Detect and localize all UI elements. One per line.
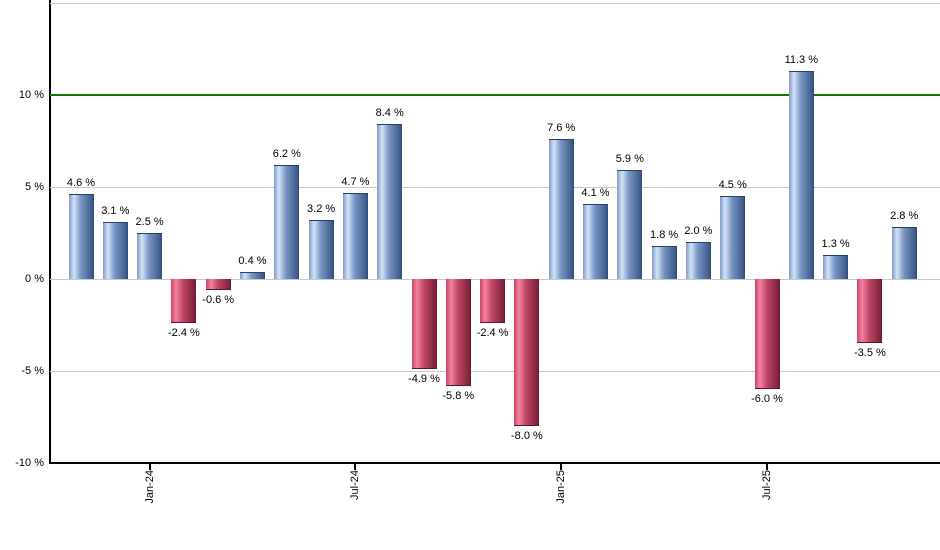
y-tick-label--10: -10 % <box>15 457 44 469</box>
bar-19 <box>685 242 711 279</box>
bar-17 <box>617 170 643 279</box>
x-tick-label: Jan-24 <box>143 470 156 504</box>
gridline--5pct <box>50 370 940 372</box>
y-tick-label--5: -5 % <box>21 365 44 377</box>
bar-value-label: -0.6 % <box>202 294 235 307</box>
bar-value-label: 4.5 % <box>718 179 747 192</box>
bar-14 <box>514 279 540 427</box>
bar-3 <box>137 233 163 279</box>
bar-value-label: 4.7 % <box>341 175 370 188</box>
bar-value-label: 1.3 % <box>821 238 850 251</box>
x-tick-label: Jan-25 <box>555 470 568 504</box>
bar-7 <box>274 164 300 279</box>
bar-25 <box>891 227 917 279</box>
bar-value-label: 2.8 % <box>890 210 919 223</box>
bar-value-label: -8.0 % <box>510 430 543 443</box>
bar-20 <box>720 196 746 279</box>
bar-23 <box>823 255 849 279</box>
bar-24 <box>857 279 883 344</box>
bar-5 <box>205 279 231 291</box>
gridline-5pct <box>50 186 940 188</box>
bar-value-label: -5.8 % <box>442 389 475 402</box>
x-tick-mark <box>148 464 151 470</box>
bar-value-label: 0.4 % <box>238 254 267 267</box>
bar-9 <box>342 192 368 279</box>
bar-13 <box>480 279 506 324</box>
bar-11 <box>411 279 437 370</box>
bar-6 <box>240 271 265 279</box>
bar-value-label: 2.0 % <box>684 225 713 238</box>
bar-15 <box>548 139 574 279</box>
bar-value-label: 2.5 % <box>135 216 164 228</box>
bar-value-label: 5.9 % <box>615 153 644 166</box>
bar-value-label: -6.0 % <box>751 393 783 406</box>
bar-value-label: -2.4 % <box>476 327 509 340</box>
y-tick-label-0: 0 % <box>25 273 44 285</box>
bar-value-label: 8.4 % <box>375 107 404 120</box>
bar-value-label: 4.6 % <box>66 177 96 190</box>
bar-2 <box>102 221 128 279</box>
bar-8 <box>308 220 334 279</box>
bar-12 <box>445 279 471 386</box>
bar-value-label: 4.1 % <box>581 186 610 199</box>
bar-10 <box>377 124 403 279</box>
bar-value-label: -4.9 % <box>408 373 440 386</box>
bar-4 <box>171 279 197 324</box>
bar-value-label: -2.4 % <box>167 327 200 340</box>
x-tick-label: Jul-24 <box>349 470 362 500</box>
y-axis-line <box>49 0 51 464</box>
gridline-15pct <box>50 2 940 4</box>
x-tick-label: Jul-25 <box>761 470 773 500</box>
x-tick-mark <box>354 464 357 470</box>
bar-value-label: 1.8 % <box>650 228 679 241</box>
bar-value-label: 6.2 % <box>272 147 301 160</box>
x-tick-mark <box>766 464 768 470</box>
bar-value-label: -3.5 % <box>853 347 886 360</box>
bar-21 <box>754 279 780 390</box>
y-tick-label-10: 10 % <box>18 89 44 101</box>
bar-value-label: 11.3 % <box>784 54 819 67</box>
x-tick-mark <box>560 464 563 470</box>
y-tick-label-5: 5 % <box>25 181 44 193</box>
bar-value-label: 3.1 % <box>101 204 130 217</box>
reference-line-10pct <box>50 94 940 96</box>
bar-16 <box>583 203 608 279</box>
bar-18 <box>651 245 677 279</box>
bar-value-label: 7.6 % <box>547 122 576 135</box>
bar-1 <box>68 194 94 279</box>
bar-value-label: 3.2 % <box>307 203 336 216</box>
bar-22 <box>788 71 814 279</box>
x-axis-line <box>49 462 940 464</box>
